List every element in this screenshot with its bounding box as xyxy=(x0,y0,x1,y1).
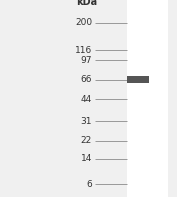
Text: 97: 97 xyxy=(81,56,92,65)
Bar xyxy=(127,0,168,197)
Text: 14: 14 xyxy=(81,154,92,163)
Text: kDa: kDa xyxy=(76,0,97,7)
Text: 66: 66 xyxy=(81,75,92,84)
Text: 31: 31 xyxy=(81,117,92,126)
Bar xyxy=(127,76,149,83)
Text: 6: 6 xyxy=(86,180,92,189)
Text: 116: 116 xyxy=(75,46,92,55)
Text: 22: 22 xyxy=(81,136,92,145)
Text: 200: 200 xyxy=(75,18,92,27)
Text: 44: 44 xyxy=(81,95,92,104)
